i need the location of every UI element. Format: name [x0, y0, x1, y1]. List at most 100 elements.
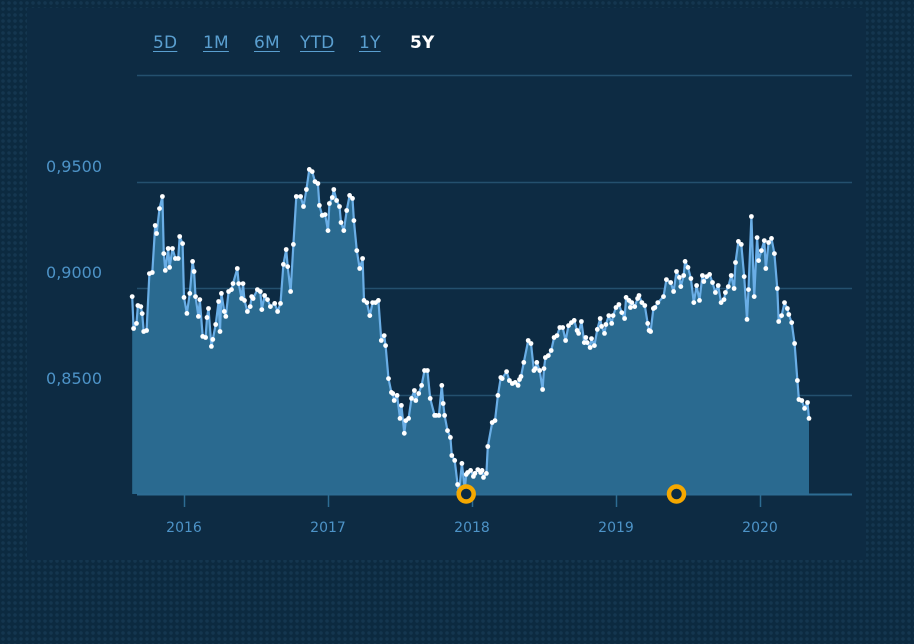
data-point[interactable] — [157, 206, 162, 212]
data-point[interactable] — [738, 242, 744, 247]
data-point[interactable] — [203, 335, 209, 340]
data-point[interactable] — [806, 416, 812, 421]
data-point[interactable] — [240, 281, 246, 286]
data-point[interactable] — [694, 283, 699, 288]
data-point[interactable] — [272, 301, 278, 306]
data-point[interactable] — [584, 340, 590, 345]
data-point[interactable] — [160, 194, 165, 199]
data-point[interactable] — [427, 396, 433, 401]
data-point[interactable] — [439, 383, 445, 388]
data-point[interactable] — [416, 391, 422, 396]
data-point[interactable] — [776, 319, 782, 324]
data-point[interactable] — [367, 313, 373, 318]
data-point[interactable] — [718, 300, 724, 305]
data-point[interactable] — [234, 266, 240, 271]
data-point[interactable] — [728, 273, 734, 278]
data-point[interactable] — [610, 313, 616, 318]
data-point[interactable] — [579, 319, 584, 324]
event-marker-icon[interactable] — [666, 484, 687, 504]
data-point[interactable] — [674, 269, 679, 274]
data-point[interactable] — [309, 169, 315, 175]
data-point[interactable] — [327, 201, 332, 206]
data-point[interactable] — [390, 391, 396, 396]
data-point[interactable] — [774, 286, 780, 291]
data-point[interactable] — [534, 360, 540, 365]
data-point[interactable] — [645, 321, 651, 326]
data-point[interactable] — [190, 259, 196, 264]
data-point[interactable] — [715, 283, 721, 288]
data-point[interactable] — [744, 317, 750, 322]
data-point[interactable] — [632, 304, 638, 309]
data-point[interactable] — [603, 322, 609, 327]
data-point[interactable] — [230, 281, 236, 286]
data-point[interactable] — [537, 368, 543, 373]
data-point[interactable] — [250, 296, 256, 301]
data-point[interactable] — [181, 295, 187, 300]
data-point[interactable] — [210, 337, 216, 342]
data-point[interactable] — [399, 403, 404, 408]
data-point[interactable] — [440, 401, 446, 406]
data-point[interactable] — [710, 280, 715, 285]
data-point[interactable] — [221, 309, 227, 314]
data-point[interactable] — [554, 333, 560, 338]
data-point[interactable] — [167, 265, 173, 270]
data-point[interactable] — [652, 305, 658, 310]
data-point[interactable] — [177, 234, 183, 239]
data-point[interactable] — [759, 248, 764, 254]
data-point[interactable] — [713, 290, 718, 295]
data-point[interactable] — [197, 297, 203, 302]
data-point[interactable] — [376, 298, 381, 303]
data-point[interactable] — [165, 246, 171, 251]
data-point[interactable] — [334, 198, 339, 203]
data-point[interactable] — [512, 380, 518, 385]
data-point[interactable] — [242, 298, 247, 303]
data-point[interactable] — [354, 248, 360, 254]
data-point[interactable] — [751, 294, 757, 299]
data-point[interactable] — [468, 468, 473, 473]
data-point[interactable] — [149, 270, 155, 275]
data-point[interactable] — [668, 280, 674, 285]
data-point[interactable] — [499, 376, 505, 381]
data-point[interactable] — [533, 366, 538, 371]
data-point[interactable] — [281, 262, 286, 267]
data-point[interactable] — [262, 293, 267, 298]
data-point[interactable] — [406, 416, 411, 421]
data-point[interactable] — [455, 482, 460, 487]
data-point[interactable] — [304, 187, 309, 192]
event-markers[interactable] — [456, 484, 687, 504]
data-point[interactable] — [301, 204, 306, 209]
data-point[interactable] — [691, 300, 697, 305]
data-point[interactable] — [681, 273, 687, 278]
data-point[interactable] — [629, 300, 635, 305]
data-point[interactable] — [566, 323, 571, 328]
data-point[interactable] — [622, 316, 627, 321]
data-point[interactable] — [576, 331, 581, 336]
data-point[interactable] — [587, 345, 593, 350]
data-point[interactable] — [484, 471, 489, 476]
data-point[interactable] — [152, 223, 158, 228]
data-point[interactable] — [472, 471, 478, 476]
data-point[interactable] — [259, 307, 265, 312]
data-point[interactable] — [541, 366, 547, 371]
data-point[interactable] — [597, 316, 603, 321]
data-point[interactable] — [217, 329, 223, 334]
data-point[interactable] — [594, 327, 600, 332]
data-point[interactable] — [162, 268, 168, 273]
data-point[interactable] — [378, 338, 384, 343]
data-point[interactable] — [452, 458, 458, 463]
data-point[interactable] — [525, 338, 531, 343]
data-point[interactable] — [360, 256, 365, 261]
data-point[interactable] — [383, 343, 388, 348]
data-point[interactable] — [628, 305, 633, 310]
data-point[interactable] — [419, 383, 424, 388]
data-point[interactable] — [799, 398, 805, 403]
data-point[interactable] — [685, 265, 691, 270]
data-point[interactable] — [285, 264, 291, 269]
data-point[interactable] — [802, 406, 807, 411]
data-point[interactable] — [216, 299, 222, 304]
data-point[interactable] — [397, 416, 403, 421]
data-point[interactable] — [792, 341, 797, 346]
data-point[interactable] — [204, 315, 210, 320]
data-point[interactable] — [187, 291, 193, 296]
